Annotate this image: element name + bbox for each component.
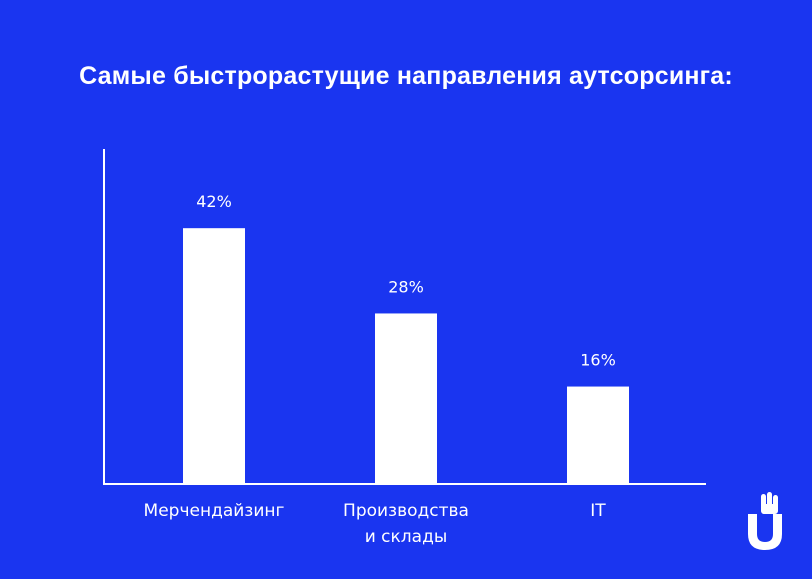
category-label-2-line-2: и склады <box>365 527 448 547</box>
bar-1 <box>183 228 245 484</box>
bar-3 <box>567 386 629 484</box>
value-label-3: 16% <box>580 351 616 370</box>
bar-2 <box>375 313 437 484</box>
category-label-3: IT <box>590 501 606 521</box>
chart-title: Самые быстрорастущие направления аутсорс… <box>79 62 733 90</box>
value-label-2: 28% <box>388 277 424 296</box>
u-hand-logo-icon <box>748 492 782 550</box>
value-label-1: 42% <box>196 192 232 211</box>
category-label-2-line-1: Производства <box>343 501 469 521</box>
category-label-1: Мерчендайзинг <box>144 501 285 521</box>
